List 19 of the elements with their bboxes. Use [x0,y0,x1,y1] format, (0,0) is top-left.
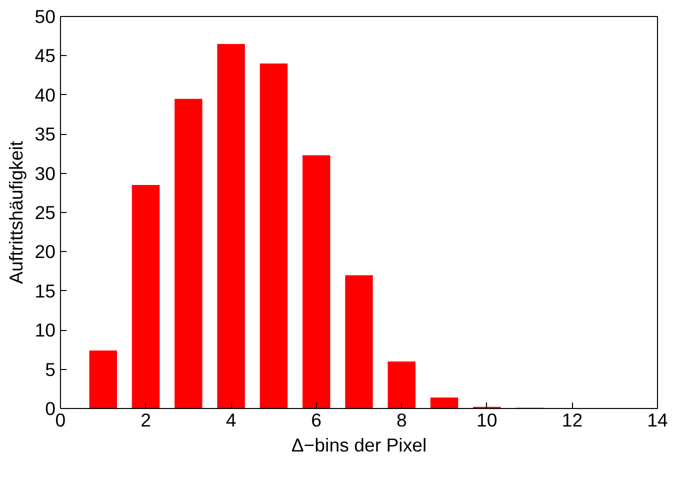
y-tick-label: 25 [34,202,56,223]
y-tick-label: 15 [34,280,56,302]
y-tick-label: 35 [34,124,56,145]
x-tick-label: 14 [647,410,668,430]
y-tick-label: 45 [34,45,56,66]
x-tick-label: 4 [226,410,236,430]
y-tick-label: 20 [34,241,56,262]
y-tick-label: 10 [34,320,56,341]
x-tick-label: 8 [396,410,407,430]
x-tick-label: 10 [476,410,498,430]
y-tick-label: 5 [45,358,56,380]
x-tick-label: 6 [311,410,322,430]
y-tick-label: 30 [34,162,56,184]
y-tick-label: 40 [34,84,56,106]
x-tick-label: 12 [562,410,583,430]
y-axis-title: Auftrittshäufigkeit [6,140,27,284]
x-tick-label: 2 [140,410,151,430]
y-tick-label: 50 [34,6,56,27]
x-axis-title: Δ−bins der Pixel [291,434,427,456]
